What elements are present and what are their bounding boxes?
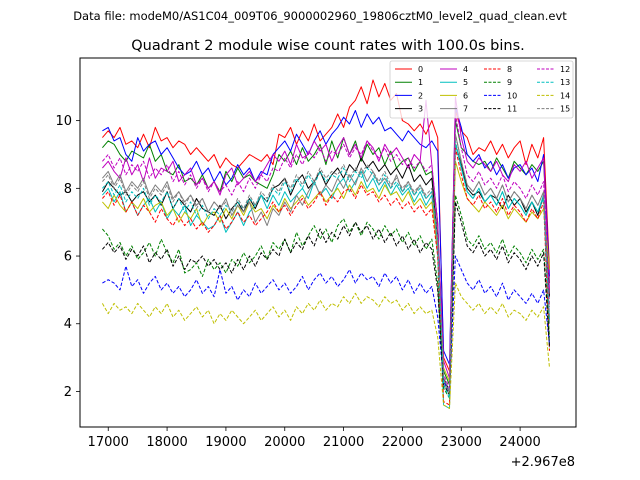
legend-label-15: 15 <box>560 105 570 114</box>
y-tick-label: 6 <box>64 250 72 265</box>
series-line-11 <box>102 201 550 396</box>
x-tick-label: 24000 <box>499 435 540 450</box>
series-line-7 <box>102 133 550 396</box>
x-offset-label: +2.967e8 <box>511 455 575 470</box>
legend-label-14: 14 <box>560 91 570 100</box>
x-tick-label: 21000 <box>323 435 364 450</box>
y-tick-label: 8 <box>64 182 72 197</box>
legend-label-12: 12 <box>560 65 570 74</box>
y-tick-label: 4 <box>64 317 72 332</box>
y-axis: 2 4 6 8 10 <box>55 114 80 400</box>
legend-label-11: 11 <box>507 105 517 114</box>
y-tick-label: 10 <box>55 114 72 129</box>
x-tick-label: 19000 <box>205 435 246 450</box>
y-tick-label: 2 <box>64 385 72 400</box>
series-layer <box>101 79 550 409</box>
legend-label-9: 9 <box>507 78 512 87</box>
series-line-10 <box>102 255 550 392</box>
series-line-0 <box>102 79 550 372</box>
legend-label-8: 8 <box>507 65 512 74</box>
x-tick-label: 22000 <box>382 435 423 450</box>
legend-label-10: 10 <box>507 91 517 100</box>
legend-label-4: 4 <box>463 65 468 74</box>
x-tick-label: 18000 <box>146 435 187 450</box>
plot-frame <box>79 57 577 428</box>
series-line-14 <box>101 282 550 409</box>
series-line-13 <box>102 140 550 399</box>
series-line-1 <box>102 120 550 386</box>
series-line-12 <box>102 113 550 389</box>
legend-label-1: 1 <box>418 78 423 87</box>
legend-label-7: 7 <box>463 105 468 114</box>
series-line-6 <box>102 160 550 382</box>
chart-title: Quadrant 2 module wise count rates with … <box>131 38 525 54</box>
x-axis: 17000 18000 19000 20000 21000 22000 23000 24000 <box>88 427 541 450</box>
legend-label-3: 3 <box>418 105 423 114</box>
series-line-4 <box>102 96 550 379</box>
legend-frame <box>389 60 574 119</box>
series-line-9 <box>102 194 550 399</box>
x-tick-label: 20000 <box>264 435 305 450</box>
legend-label-2: 2 <box>418 91 423 100</box>
series-line-8 <box>102 147 550 406</box>
legend-label-6: 6 <box>463 91 468 100</box>
series-line-15 <box>102 133 550 392</box>
legend-label-13: 13 <box>560 78 570 87</box>
x-tick-label: 17000 <box>88 435 129 450</box>
x-tick-label: 23000 <box>441 435 482 450</box>
chart-suptitle: Data file: modeM0/AS1C04_009T06_90000029… <box>73 9 567 23</box>
legend-label-0: 0 <box>418 65 423 74</box>
legend-label-5: 5 <box>463 78 468 87</box>
